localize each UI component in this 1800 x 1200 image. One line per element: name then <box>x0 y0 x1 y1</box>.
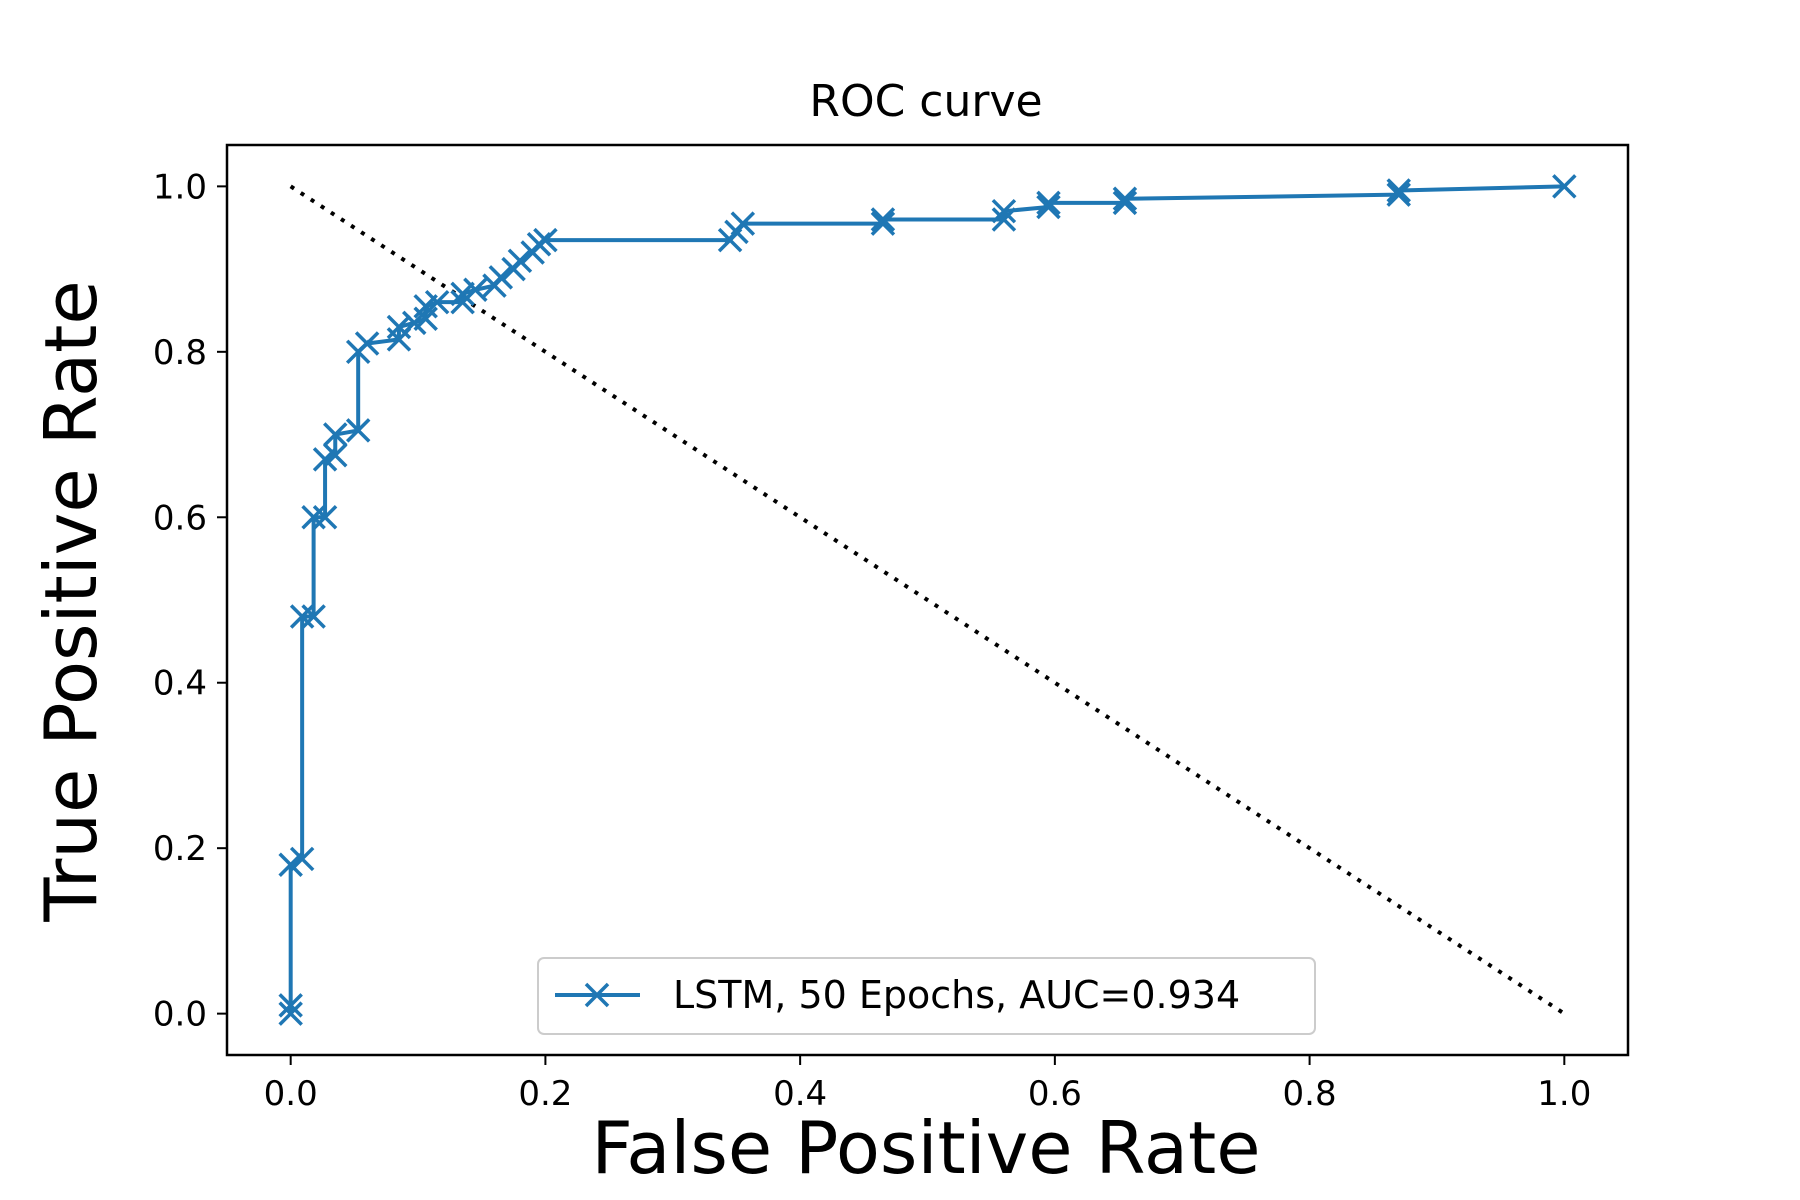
roc-point-marker <box>488 265 514 290</box>
y-tick-label: 0.0 <box>153 995 207 1035</box>
roc-point-marker <box>1386 182 1411 207</box>
y-tick-label: 0.6 <box>153 498 207 538</box>
roc-point-marker <box>424 289 450 315</box>
x-tick-label: 1.0 <box>1537 1074 1591 1114</box>
y-axis-label: True Positive Rate <box>29 280 113 922</box>
roc-point-marker <box>1552 174 1577 199</box>
legend: LSTM, 50 Epochs, AUC=0.934 <box>537 957 1316 1035</box>
x-tick-label: 0.4 <box>773 1074 827 1114</box>
y-tick-label: 0.4 <box>153 664 207 704</box>
roc-point-marker <box>507 248 533 274</box>
roc-point-marker <box>289 604 315 629</box>
legend-box <box>537 957 1316 1035</box>
roc-point-marker <box>1036 190 1061 216</box>
chart-title: ROC curve <box>809 76 1042 127</box>
x-axis-label: False Positive Rate <box>591 1106 1260 1190</box>
y-tick-label: 0.8 <box>153 333 207 373</box>
roc-point-marker <box>278 993 303 1018</box>
plot-area <box>225 143 1630 1057</box>
roc-point-marker <box>301 505 326 530</box>
roc-point-marker <box>870 211 896 236</box>
roc-point-marker <box>345 418 371 443</box>
roc-point-marker <box>301 604 326 629</box>
roc-point-marker <box>289 846 315 872</box>
y-tick-label: 0.2 <box>153 829 207 869</box>
x-tick-label: 0.6 <box>1028 1074 1082 1114</box>
roc-point-marker <box>1036 194 1061 220</box>
x-axis-ticks: 0.0 0.2 0.4 0.6 0.8 1.0 <box>264 1055 1591 1114</box>
axes-frame <box>225 143 1630 1057</box>
roc-point-marker <box>463 277 488 303</box>
roc-point-marker <box>278 1001 303 1026</box>
roc-point-marker <box>278 852 303 877</box>
legend-series-marker <box>584 982 610 1008</box>
roc-point-marker <box>730 211 756 236</box>
roc-point-marker <box>870 207 896 232</box>
roc-point-marker <box>1112 186 1138 212</box>
roc-point-marker <box>323 442 348 468</box>
x-tick-label: 0.0 <box>264 1074 318 1114</box>
roc-point-marker <box>312 505 338 530</box>
roc-point-marker <box>991 207 1017 232</box>
roc-point-marker <box>1386 178 1411 203</box>
roc-point-marker <box>386 314 412 340</box>
roc-point-marker <box>354 331 380 356</box>
legend-x-marker <box>584 982 610 1008</box>
x-tick-label: 0.2 <box>518 1074 572 1114</box>
roc-point-marker <box>323 422 348 447</box>
y-tick-label: 1.0 <box>153 167 207 207</box>
x-tick-label: 0.8 <box>1283 1074 1337 1114</box>
roc-point-marker <box>1112 190 1138 216</box>
y-axis-ticks: 0.0 0.2 0.4 0.6 0.8 1.0 <box>153 167 227 1035</box>
legend-series-label: LSTM, 50 Epochs, AUC=0.934 <box>673 973 1240 1017</box>
roc-point-marker <box>533 227 558 253</box>
chance-line <box>289 184 1566 1016</box>
roc-point-marker <box>991 198 1017 224</box>
